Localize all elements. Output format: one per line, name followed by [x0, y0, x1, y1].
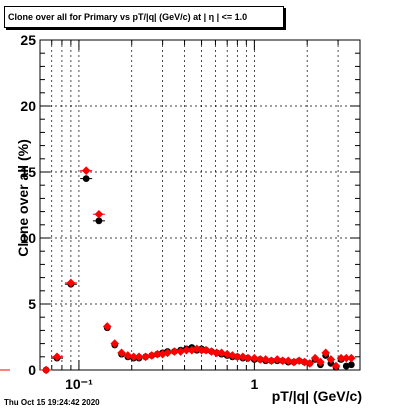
x-tick-label: 1 — [250, 376, 258, 392]
grid-lines — [40, 40, 360, 370]
data-point — [41, 365, 51, 375]
y-tick-label: 10 — [20, 230, 36, 246]
data-point — [305, 359, 315, 368]
timestamp: Thu Oct 15 19:24:42 2020 — [4, 398, 100, 407]
data-point — [255, 355, 265, 364]
data-point — [147, 351, 157, 360]
data-point — [250, 353, 259, 363]
series-red — [40, 166, 356, 375]
data-point — [187, 345, 197, 355]
data-point — [81, 166, 91, 175]
data-point — [347, 353, 356, 363]
data-point — [95, 217, 103, 225]
y-tick-label: 25 — [20, 32, 36, 48]
data-point — [326, 355, 336, 364]
data-point — [261, 355, 270, 364]
data-point — [347, 361, 355, 369]
data-point — [129, 352, 138, 362]
data-point — [134, 352, 144, 362]
data-point — [233, 352, 242, 362]
data-point — [66, 278, 76, 288]
data-series — [40, 166, 356, 375]
y-tick-label: 15 — [20, 164, 36, 180]
data-point — [153, 349, 162, 359]
data-point — [217, 348, 226, 358]
data-point — [283, 356, 293, 366]
data-point — [163, 348, 172, 358]
data-point — [94, 209, 104, 219]
y-axis-label: Clone over all (%) — [15, 139, 31, 257]
data-point — [222, 349, 232, 359]
data-point — [158, 349, 167, 359]
x-tick-label: 10⁻¹ — [65, 376, 93, 392]
data-point — [197, 345, 206, 355]
y-tick-label: 5 — [28, 296, 36, 312]
axis-ticks: 0 5 10 15 20 25 10⁻¹ 1 — [20, 32, 360, 392]
data-point — [331, 361, 341, 371]
chart-title: Clone over all for Primary vs pT/|q| (Ge… — [4, 6, 284, 28]
data-point — [207, 347, 216, 356]
data-point — [267, 356, 276, 366]
data-point — [336, 353, 346, 363]
data-point — [212, 348, 222, 358]
data-point — [300, 357, 309, 367]
data-point — [310, 353, 320, 363]
data-point — [170, 347, 179, 356]
data-point — [176, 347, 185, 356]
data-point — [243, 353, 253, 363]
x-axis-label: pT/|q| (GeV/c) — [271, 388, 362, 404]
data-point — [82, 175, 90, 183]
data-point — [117, 348, 126, 358]
series-black — [40, 175, 355, 374]
data-point — [110, 339, 120, 348]
data-point — [238, 352, 248, 362]
data-point — [278, 356, 287, 366]
data-point — [341, 353, 351, 363]
data-point — [316, 357, 325, 367]
data-point — [141, 352, 150, 362]
y-tick-label: 20 — [20, 98, 36, 114]
y-tick-label: 0 — [28, 362, 36, 378]
data-point — [52, 352, 62, 362]
data-point — [182, 345, 191, 355]
plot-frame — [39, 39, 361, 371]
data-point — [321, 348, 330, 358]
data-point — [102, 322, 112, 331]
data-point — [123, 351, 133, 360]
